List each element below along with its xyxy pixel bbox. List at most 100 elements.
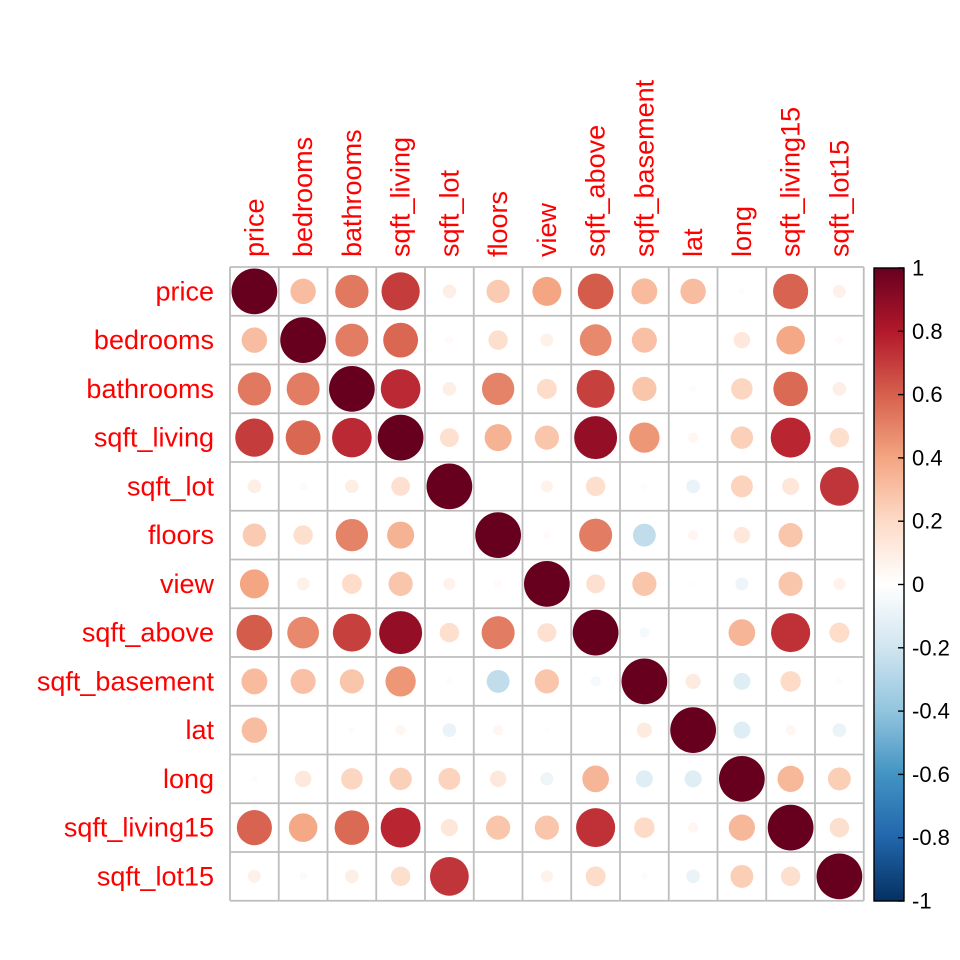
column-label-bedrooms: bedrooms — [288, 137, 318, 257]
corr-circle-floors-sqft-living — [387, 521, 415, 549]
corr-circle-sqft-above-sqft-lot — [439, 622, 460, 643]
column-label-sqft-living15: sqft_living15 — [776, 107, 806, 257]
corr-circle-bathrooms-lat — [689, 385, 697, 393]
corr-circle-sqft-lot-view — [540, 480, 553, 493]
corr-circle-bathrooms-bedrooms — [286, 372, 320, 406]
corr-circle-view-sqft-basement — [632, 571, 657, 596]
corr-circle-sqft-living15-sqft-lot — [440, 819, 458, 837]
corr-circle-sqft-lot-sqft-living15 — [782, 477, 800, 495]
corr-circle-sqft-living15-bathrooms — [334, 810, 370, 845]
corr-circle-bathrooms-sqft-lot — [442, 382, 457, 396]
column-label-lat: lat — [678, 228, 708, 257]
corr-circle-view-sqft-lot15 — [833, 577, 846, 590]
corr-circle-lat-long — [733, 721, 751, 739]
corr-circle-sqft-lot15-sqft-living15 — [780, 866, 801, 887]
corr-circle-sqft-lot-bathrooms — [345, 479, 359, 494]
column-label-sqft-living: sqft_living — [386, 137, 416, 257]
corr-circle-sqft-lot15-price — [247, 869, 261, 883]
corr-circle-long-bathrooms — [341, 768, 363, 790]
corr-circle-sqft-lot-long — [730, 475, 753, 498]
corr-circle-sqft-lot-sqft-above — [585, 476, 606, 497]
column-label-long: long — [727, 206, 757, 257]
corr-circle-bedrooms-view — [540, 333, 554, 347]
row-label-lat: lat — [185, 715, 214, 745]
corr-circle-bedrooms-sqft-lot — [445, 336, 454, 345]
corr-circle-sqft-basement-bedrooms — [290, 668, 316, 694]
corr-circle-sqft-living-sqft-living — [377, 414, 424, 461]
corr-circle-lat-floors — [493, 725, 504, 736]
corr-circle-view-bedrooms — [296, 577, 310, 591]
corr-circle-bathrooms-price — [237, 372, 272, 406]
corr-circle-floors-sqft-living15 — [778, 523, 803, 548]
row-label-sqft-lot: sqft_lot — [127, 471, 215, 501]
corr-circle-sqft-above-bathrooms — [332, 613, 371, 652]
corr-circle-price-sqft-lot — [442, 284, 457, 299]
corr-circle-bathrooms-sqft-living — [380, 369, 421, 409]
corr-circle-sqft-above-price — [236, 614, 273, 651]
corr-circle-price-view — [532, 276, 562, 306]
corr-circle-view-sqft-above — [586, 574, 606, 594]
corr-circle-sqft-living-lat — [688, 432, 699, 443]
corr-circle-lat-sqft-lot15 — [832, 723, 847, 737]
corr-circle-sqft-lot-sqft-basement — [641, 483, 648, 490]
corr-circle-view-long — [735, 577, 749, 591]
corr-circle-floors-sqft-above — [579, 518, 613, 552]
corr-circle-sqft-living-bathrooms — [332, 417, 372, 458]
corr-circle-bedrooms-sqft-living15 — [776, 325, 805, 355]
corr-circle-sqft-living15-sqft-basement — [634, 817, 655, 838]
colorbar-tick-label: 0.4 — [912, 445, 943, 470]
column-label-sqft-basement: sqft_basement — [629, 79, 659, 257]
corr-circle-view-sqft-lot — [443, 577, 456, 590]
corr-circle-sqft-living15-bedrooms — [288, 813, 318, 842]
corr-circle-sqft-basement-sqft-lot15 — [836, 678, 843, 685]
corr-circle-price-sqft-lot15 — [832, 284, 846, 298]
corr-circle-price-lat — [680, 278, 706, 305]
corr-circle-price-sqft-above — [577, 273, 614, 310]
circles-layer — [231, 268, 863, 900]
corr-circle-lat-sqft-living15 — [785, 725, 796, 736]
column-label-sqft-lot: sqft_lot — [434, 169, 464, 257]
corr-circle-view-bathrooms — [341, 573, 362, 594]
corr-circle-floors-sqft-lot — [447, 532, 452, 538]
corr-circle-floors-bathrooms — [335, 518, 369, 552]
colorbar-tick-label: 0.2 — [912, 509, 943, 534]
corr-circle-sqft-living15-sqft-living — [380, 807, 421, 848]
corr-circle-bathrooms-long — [731, 378, 753, 400]
corr-circle-sqft-living15-view — [534, 815, 559, 840]
corr-circle-bathrooms-sqft-basement — [632, 376, 657, 401]
row-label-bathrooms: bathrooms — [86, 374, 214, 404]
row-label-sqft-living15: sqft_living15 — [64, 813, 214, 843]
column-label-view: view — [532, 202, 562, 257]
row-labels: price bedrooms bathrooms sqft_living sqft_lo… — [37, 276, 215, 891]
corr-circle-bedrooms-sqft-above — [579, 324, 612, 356]
corr-circle-view-sqft-living15 — [778, 571, 803, 596]
corr-circle-sqft-living-long — [730, 426, 754, 449]
corr-circle-sqft-lot-floors — [495, 484, 501, 489]
colorbar-tick-label: -0.2 — [912, 635, 950, 660]
corr-circle-long-price — [251, 775, 258, 783]
colorbar-tick-label: 0 — [912, 572, 924, 597]
row-label-long: long — [163, 764, 214, 794]
corr-circle-sqft-living15-lat — [688, 822, 699, 833]
corr-circle-bathrooms-floors — [481, 372, 515, 406]
corr-circle-long-sqft-living15 — [777, 765, 804, 793]
row-label-bedrooms: bedrooms — [94, 325, 214, 355]
cell-lat-sqft-above — [571, 705, 620, 755]
column-label-sqft-lot15: sqft_lot15 — [824, 140, 854, 257]
corr-circle-sqft-lot15-sqft-above — [585, 866, 606, 887]
corr-circle-bathrooms-sqft-living15 — [773, 371, 808, 407]
corr-circle-sqft-living-sqft-lot — [439, 428, 459, 448]
corr-circle-sqft-lot-bedrooms — [299, 482, 308, 491]
corr-circle-sqft-lot15-sqft-lot15 — [816, 853, 863, 900]
corr-circle-sqft-living15-sqft-above — [576, 808, 616, 848]
corr-circle-sqft-basement-sqft-lot — [446, 678, 453, 685]
corr-circle-floors-price — [242, 523, 267, 547]
corr-circle-sqft-basement-lat — [685, 673, 701, 689]
corr-circle-sqft-lot15-bathrooms — [345, 869, 359, 884]
corr-circle-sqft-lot-price — [247, 479, 262, 494]
corr-circle-price-bedrooms — [290, 278, 316, 305]
corr-circle-lat-bedrooms — [300, 727, 306, 733]
corr-circle-lat-sqft-living — [395, 725, 406, 736]
corr-circle-sqft-above-sqft-lot15 — [829, 622, 850, 643]
